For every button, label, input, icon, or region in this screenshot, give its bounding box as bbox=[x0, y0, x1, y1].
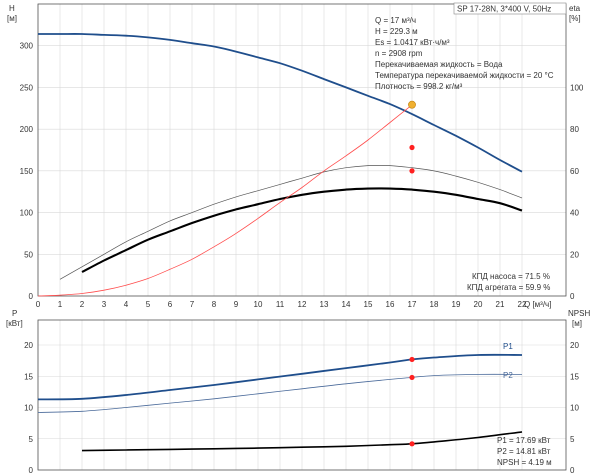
lower-series-p2 bbox=[37, 373, 523, 413]
upper-y-unit: [м] bbox=[7, 14, 17, 23]
upper-duty-point bbox=[409, 168, 415, 174]
lower-plot-frame bbox=[37, 319, 567, 471]
upper-x-tick: 19 bbox=[452, 300, 461, 309]
upper-series-system bbox=[37, 104, 413, 297]
lower-plot: 0 5 10 15 20 0 5 10 15 20 P [кВт] NPSH [м] P1 P2 … bbox=[6, 309, 590, 474]
info-temperature: Температура перекачиваемой жидкости = 20… bbox=[375, 71, 554, 80]
upper-x-tick: 22 bbox=[518, 300, 527, 309]
upper-x-tick: 9 bbox=[234, 300, 239, 309]
upper-y2-tick: 80 bbox=[570, 125, 579, 134]
upper-series-pump-eff bbox=[81, 187, 523, 273]
lower-y2-tick: 0 bbox=[570, 466, 575, 474]
p1-legend: P1 bbox=[503, 342, 513, 351]
upper-y2-tick: 60 bbox=[570, 167, 579, 176]
lower-y-tick: 15 bbox=[24, 372, 33, 381]
lower-series-p1 bbox=[37, 353, 523, 401]
upper-y2-tick: 20 bbox=[570, 250, 579, 259]
upper-y2-unit: [%] bbox=[569, 14, 581, 23]
upper-intersection-point bbox=[408, 100, 416, 109]
upper-x-tick: 15 bbox=[364, 300, 373, 309]
info-flow: Q = 17 м³/ч bbox=[375, 16, 416, 25]
lower-y2-tick: 5 bbox=[570, 435, 575, 444]
upper-series bbox=[37, 33, 523, 297]
lower-y-tick: 0 bbox=[29, 466, 34, 474]
pump-efficiency-note: КПД насоса = 71.5 % bbox=[472, 272, 550, 281]
upper-x-tick: 7 bbox=[190, 300, 195, 309]
upper-grid bbox=[37, 4, 566, 297]
upper-tick-labels: 0 1 2 3 4 5 6 7 8 9 10 11 12 13 14 15 16 17 18 19 20 21 220501… bbox=[20, 42, 584, 309]
info-liquid: Перекачиваемая жидкость = Вода bbox=[375, 60, 503, 69]
lower-y2-label: NPSH bbox=[568, 309, 590, 318]
lower-y2-tick: 20 bbox=[570, 341, 579, 350]
upper-y-tick: 0 bbox=[29, 292, 34, 301]
upper-y2-tick: 100 bbox=[570, 83, 584, 92]
upper-x-tick: 13 bbox=[320, 300, 329, 309]
upper-x-tick: 16 bbox=[386, 300, 395, 309]
p2-value-note: P2 = 14.81 кВт bbox=[497, 447, 551, 456]
upper-plot-frame bbox=[37, 3, 567, 297]
upper-x-tick: 0 bbox=[36, 300, 41, 309]
lower-y2-tick: 10 bbox=[570, 404, 579, 413]
upper-plot: 0 1 2 3 4 5 6 7 8 9 10 11 12 13 14 15 16 17 18 19 20 21 220501… bbox=[7, 2, 584, 309]
lower-y-unit: [кВт] bbox=[6, 319, 23, 328]
upper-x-tick: 11 bbox=[276, 300, 285, 309]
upper-duty-point bbox=[409, 144, 415, 151]
upper-y-tick: 200 bbox=[20, 125, 34, 134]
upper-x-tick: 1 bbox=[58, 300, 63, 309]
upper-y-tick: 300 bbox=[20, 42, 34, 51]
lower-y-tick: 20 bbox=[24, 341, 33, 350]
upper-x-tick: 18 bbox=[430, 300, 439, 309]
upper-x-tick: 10 bbox=[254, 300, 263, 309]
upper-y-tick: 100 bbox=[20, 209, 34, 218]
upper-y-tick: 250 bbox=[20, 83, 34, 92]
npsh-value-note: NPSH = 4.19 м bbox=[497, 458, 552, 467]
upper-x-tick: 3 bbox=[102, 300, 107, 309]
upper-x-tick: 14 bbox=[342, 300, 351, 309]
info-density: Плотность = 998.2 кг/м³ bbox=[375, 82, 463, 91]
info-energy: Es = 1.0417 кВт·ч/м³ bbox=[375, 38, 450, 47]
upper-x-tick: 20 bbox=[474, 300, 483, 309]
upper-y-tick: 150 bbox=[20, 167, 34, 176]
chart-title: SP 17-28N, 3*400 V, 50Hz bbox=[457, 5, 551, 14]
title-box bbox=[453, 2, 567, 15]
lower-y-tick: 10 bbox=[24, 404, 33, 413]
upper-x-tick: 21 bbox=[496, 300, 505, 309]
lower-duty-point bbox=[409, 441, 415, 447]
unit-efficiency-note: КПД агрегата = 59.9 % bbox=[467, 283, 550, 292]
operating-info: Q = 17 м³/ч H = 229.3 м Es = 1.0417 кВт·… bbox=[375, 16, 554, 91]
lower-duty-point bbox=[409, 374, 415, 381]
lower-y2-unit: [м] bbox=[572, 319, 582, 328]
upper-x-tick: 6 bbox=[168, 300, 173, 309]
info-speed: n = 2908 rpm bbox=[375, 49, 423, 58]
lower-tick-labels: 0 5 10 15 20 0 5 10 15 20 bbox=[24, 341, 579, 474]
upper-series-total-eff bbox=[59, 165, 523, 280]
upper-x-tick: 5 bbox=[146, 300, 151, 309]
lower-duty-point bbox=[409, 356, 415, 363]
upper-x-tick: 8 bbox=[212, 300, 217, 309]
upper-x-tick: 4 bbox=[124, 300, 129, 309]
lower-y-tick: 5 bbox=[29, 435, 34, 444]
upper-series-head bbox=[38, 33, 523, 173]
lower-grid bbox=[37, 320, 566, 471]
lower-series-npsh bbox=[81, 431, 523, 452]
upper-x-tick: 17 bbox=[408, 300, 417, 309]
upper-x-tick: 2 bbox=[80, 300, 85, 309]
upper-y2-tick: 0 bbox=[570, 292, 575, 301]
upper-y2-label: eta bbox=[569, 4, 581, 13]
upper-x-tick: 12 bbox=[298, 300, 307, 309]
p2-legend: P2 bbox=[503, 371, 513, 380]
p1-value-note: P1 = 17.69 кВт bbox=[497, 436, 551, 445]
upper-x-label: Q [м³/ч] bbox=[524, 300, 551, 309]
upper-y-tick: 50 bbox=[24, 250, 33, 259]
lower-series bbox=[37, 353, 523, 452]
info-head: H = 229.3 м bbox=[375, 27, 418, 36]
lower-y2-tick: 15 bbox=[570, 372, 579, 381]
upper-y2-tick: 40 bbox=[570, 209, 579, 218]
lower-y-label: P bbox=[12, 309, 17, 318]
upper-y-label: H bbox=[9, 4, 15, 13]
